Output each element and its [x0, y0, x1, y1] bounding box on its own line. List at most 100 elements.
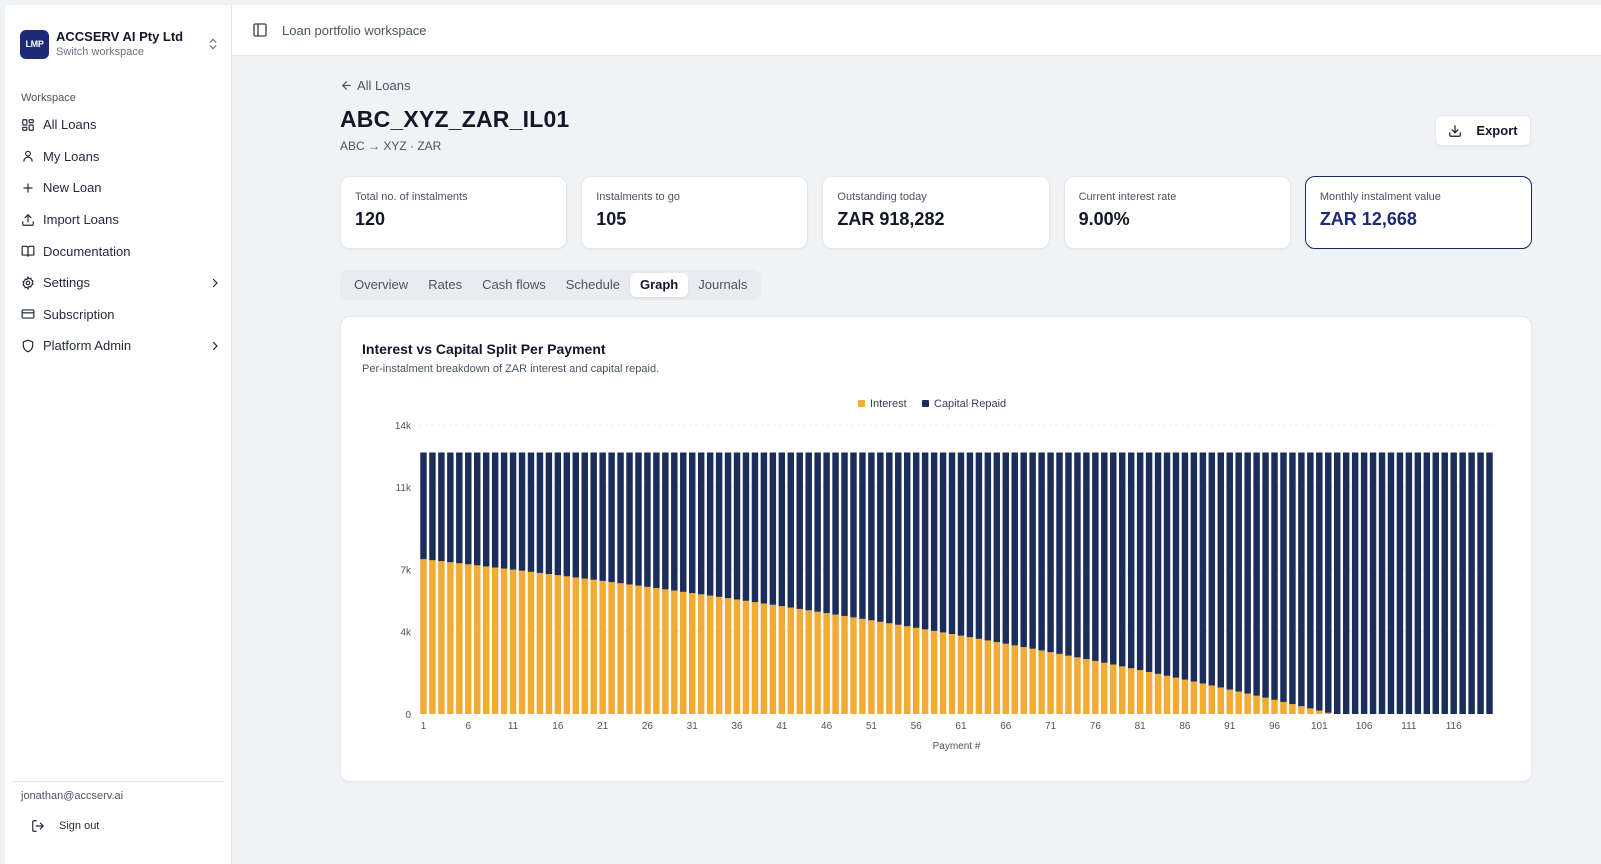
bar-interest	[626, 584, 633, 714]
bar-capital-repaid	[742, 452, 750, 601]
x-tick-label: 21	[597, 721, 609, 732]
bar-interest	[966, 637, 974, 714]
bar-interest	[1244, 693, 1251, 714]
x-tick-label: 96	[1269, 721, 1281, 732]
bar-interest	[1325, 712, 1332, 714]
bar-interest	[653, 588, 660, 714]
bar-capital-repaid	[635, 452, 642, 586]
bar-capital-repaid	[912, 452, 920, 628]
bar-capital-repaid	[1378, 452, 1386, 714]
back-link[interactable]: All Loans	[340, 78, 410, 93]
x-tick-label: 86	[1179, 721, 1191, 732]
bar-interest	[635, 585, 642, 714]
sidebar-toggle-button[interactable]	[252, 22, 268, 38]
stat-value: ZAR 918,282	[837, 209, 945, 229]
bar-interest	[823, 613, 830, 714]
x-tick-label: 81	[1135, 721, 1147, 732]
bar-interest	[1020, 647, 1027, 714]
workspace-switcher[interactable]: LMP ACCSERV AI Pty Ltd Switch workspace	[20, 25, 220, 63]
bar-capital-repaid	[608, 452, 615, 583]
tab-journals[interactable]: Journals	[698, 277, 748, 292]
sidebar: LMP ACCSERV AI Pty Ltd Switch workspace …	[5, 5, 232, 864]
chart-card: Interest vs Capital Split Per Payment Pe…	[340, 316, 1532, 782]
bar-capital-repaid	[1145, 452, 1153, 672]
tab-bar: Overview Rates Cash flows Schedule Graph…	[340, 270, 762, 300]
sidebar-item-platform-admin[interactable]: Platform Admin	[15, 330, 225, 362]
bar-interest	[1307, 708, 1314, 714]
tab-graph[interactable]: Graph	[629, 273, 689, 297]
bar-capital-repaid	[1405, 452, 1413, 714]
bar-capital-repaid	[1351, 452, 1359, 714]
sidebar-item-subscription[interactable]: Subscription	[15, 299, 225, 331]
bar-interest	[1154, 673, 1162, 714]
card-icon	[21, 309, 35, 320]
bar-capital-repaid	[536, 452, 544, 573]
sidebar-item-documentation[interactable]: Documentation	[15, 235, 225, 267]
sidebar-item-all-loans[interactable]: All Loans	[15, 109, 225, 141]
back-link-label: All Loans	[357, 78, 411, 93]
bar-capital-repaid	[1110, 452, 1117, 665]
sidebar-item-import-loans[interactable]: Import Loans	[15, 204, 225, 236]
sidebar-item-settings[interactable]: Settings	[15, 267, 225, 299]
sign-out-button[interactable]: Sign out	[31, 815, 99, 837]
bar-capital-repaid	[1065, 452, 1072, 656]
bar-capital-repaid	[1163, 452, 1171, 676]
bar-capital-repaid	[1190, 452, 1198, 682]
sidebar-item-my-loans[interactable]: My Loans	[15, 141, 225, 173]
bar-capital-repaid	[859, 452, 866, 619]
bar-capital-repaid	[1271, 452, 1278, 700]
bar-capital-repaid	[644, 452, 651, 587]
tab-schedule[interactable]: Schedule	[565, 277, 620, 292]
tab-rates[interactable]: Rates	[428, 277, 463, 292]
tab-cash-flows[interactable]: Cash flows	[482, 277, 546, 292]
bar-interest	[1208, 685, 1216, 714]
bar-capital-repaid	[886, 452, 893, 624]
bar-capital-repaid	[1244, 452, 1251, 694]
tab-overview[interactable]: Overview	[354, 277, 409, 292]
bar-capital-repaid	[1307, 452, 1314, 709]
x-tick-label: 51	[866, 721, 878, 732]
chevrons-up-down-icon	[209, 38, 217, 50]
log-out-icon	[32, 820, 44, 832]
bar-interest	[1262, 697, 1269, 714]
sidebar-item-new-loan[interactable]: New Loan	[15, 172, 225, 204]
upload-icon	[22, 213, 34, 226]
bar-capital-repaid	[904, 452, 911, 627]
bar-interest	[671, 590, 678, 714]
bar-capital-repaid	[1334, 452, 1341, 714]
bar-capital-repaid	[1342, 452, 1350, 714]
bar-interest	[939, 632, 947, 714]
bar-interest	[706, 595, 714, 714]
bar-interest	[1127, 668, 1135, 714]
bar-capital-repaid	[1316, 452, 1323, 711]
bar-interest	[841, 615, 848, 714]
y-tick-label: 4k	[400, 627, 412, 638]
stat-card-total-instalments: Total no. of instalments 120	[340, 176, 568, 249]
bar-capital-repaid	[1468, 452, 1475, 714]
bar-interest	[1119, 666, 1126, 714]
bar-capital-repaid	[805, 452, 812, 611]
bar-capital-repaid	[939, 452, 947, 633]
arrow-left-icon	[342, 81, 351, 90]
bar-capital-repaid	[1459, 452, 1466, 714]
bar-interest	[1217, 687, 1224, 714]
bar-capital-repaid	[706, 452, 714, 596]
bar-interest	[805, 610, 812, 714]
bar-interest	[1047, 652, 1054, 714]
stat-label: Outstanding today	[837, 191, 927, 203]
page-title: ABC_XYZ_ZAR_IL01	[340, 106, 570, 132]
bar-interest	[1110, 664, 1117, 714]
bar-capital-repaid	[1074, 452, 1081, 658]
bar-interest	[474, 565, 481, 714]
chevron-right-icon	[212, 278, 218, 287]
bar-interest	[527, 571, 535, 714]
sidebar-item-label: Documentation	[43, 243, 131, 259]
chevron-right-icon	[212, 341, 218, 351]
bar-interest	[948, 634, 956, 714]
bar-interest	[420, 559, 427, 714]
export-button[interactable]: Export	[1435, 115, 1531, 146]
bar-capital-repaid	[1083, 452, 1090, 660]
bar-interest	[1163, 675, 1171, 714]
stat-card-monthly-instalment[interactable]: Monthly instalment value ZAR 12,668	[1304, 176, 1533, 249]
